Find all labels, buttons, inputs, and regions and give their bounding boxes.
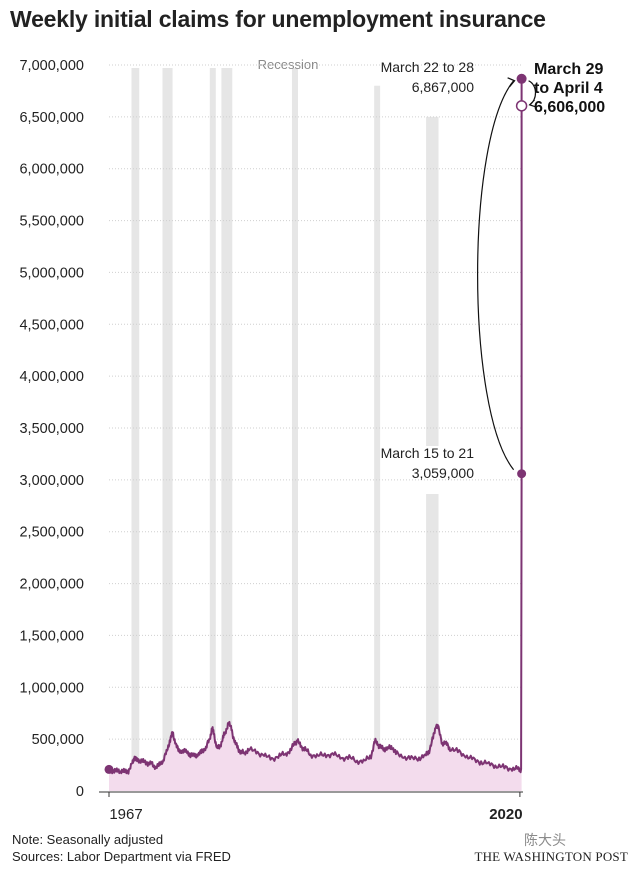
- small-arrow-head: [528, 99, 536, 108]
- arrow-curve: [477, 80, 515, 471]
- claims-area: [104, 78, 523, 792]
- recession-band: [131, 68, 140, 791]
- label-march-15-21-value: 3,059,000: [412, 465, 474, 481]
- y-tick-label: 6,000,000: [19, 162, 84, 178]
- footnote: Note: Seasonally adjusted: [12, 832, 164, 847]
- annotations: March 22 to 28 6,867,000 March 15 to 21 3,0…: [381, 59, 606, 481]
- label-march-29-value: 6,606,000: [534, 99, 605, 116]
- label-march-15-21-period: March 15 to 21: [381, 445, 475, 461]
- label-backdrop: [422, 446, 443, 494]
- label-march-22-28-period: March 22 to 28: [381, 59, 475, 75]
- sources-note: Sources: Labor Department via FRED: [12, 849, 231, 864]
- label-march-22-28-value: 6,867,000: [412, 79, 474, 95]
- y-tick-label: 0: [76, 784, 84, 800]
- recession-band: [221, 68, 233, 791]
- watermark-text: 陈大头: [524, 832, 566, 848]
- chart-title: Weekly initial claims for unemployment i…: [10, 6, 546, 32]
- recession-band: [374, 85, 381, 791]
- point-march-15-21: [517, 469, 527, 479]
- publisher-logo: THE WASHINGTON POST: [474, 849, 628, 864]
- recession-band: [291, 68, 298, 791]
- gridlines: [109, 64, 523, 740]
- label-march-29-line1: March 29: [534, 61, 603, 78]
- y-tick-label: 5,500,000: [19, 214, 84, 230]
- y-tick-label: 4,000,000: [19, 369, 84, 385]
- y-tick-label: 500,000: [32, 732, 84, 748]
- y-tick-label: 3,500,000: [19, 421, 84, 437]
- y-tick-label: 2,000,000: [19, 577, 84, 593]
- y-tick-label: 5,000,000: [19, 265, 84, 281]
- y-axis-tick-labels: 0 500,000 1,000,000 1,500,000 2,000,000 2,500…: [19, 58, 84, 800]
- recession-bands: Recession: [131, 57, 443, 792]
- claims-line: [108, 78, 523, 775]
- y-tick-label: 1,000,000: [19, 680, 84, 696]
- x-axis: 1967 2020: [99, 791, 523, 823]
- y-tick-label: 2,500,000: [19, 525, 84, 541]
- x-tick-label: 2020: [489, 806, 522, 823]
- point-march-29-april-4: [515, 100, 528, 112]
- y-tick-label: 3,000,000: [19, 473, 84, 489]
- y-tick-label: 6,500,000: [19, 110, 84, 126]
- start-point: [104, 764, 114, 774]
- y-tick-label: 7,000,000: [19, 58, 84, 74]
- arrow-head: [507, 77, 516, 88]
- point-march-22-28: [516, 73, 527, 84]
- y-tick-label: 1,500,000: [19, 628, 84, 644]
- x-tick-label: 1967: [109, 806, 142, 823]
- recession-label: Recession: [258, 57, 319, 72]
- recession-band: [162, 68, 173, 791]
- recession-band: [209, 68, 216, 791]
- label-march-29-line2: to April 4: [534, 80, 603, 97]
- y-tick-label: 4,500,000: [19, 317, 84, 333]
